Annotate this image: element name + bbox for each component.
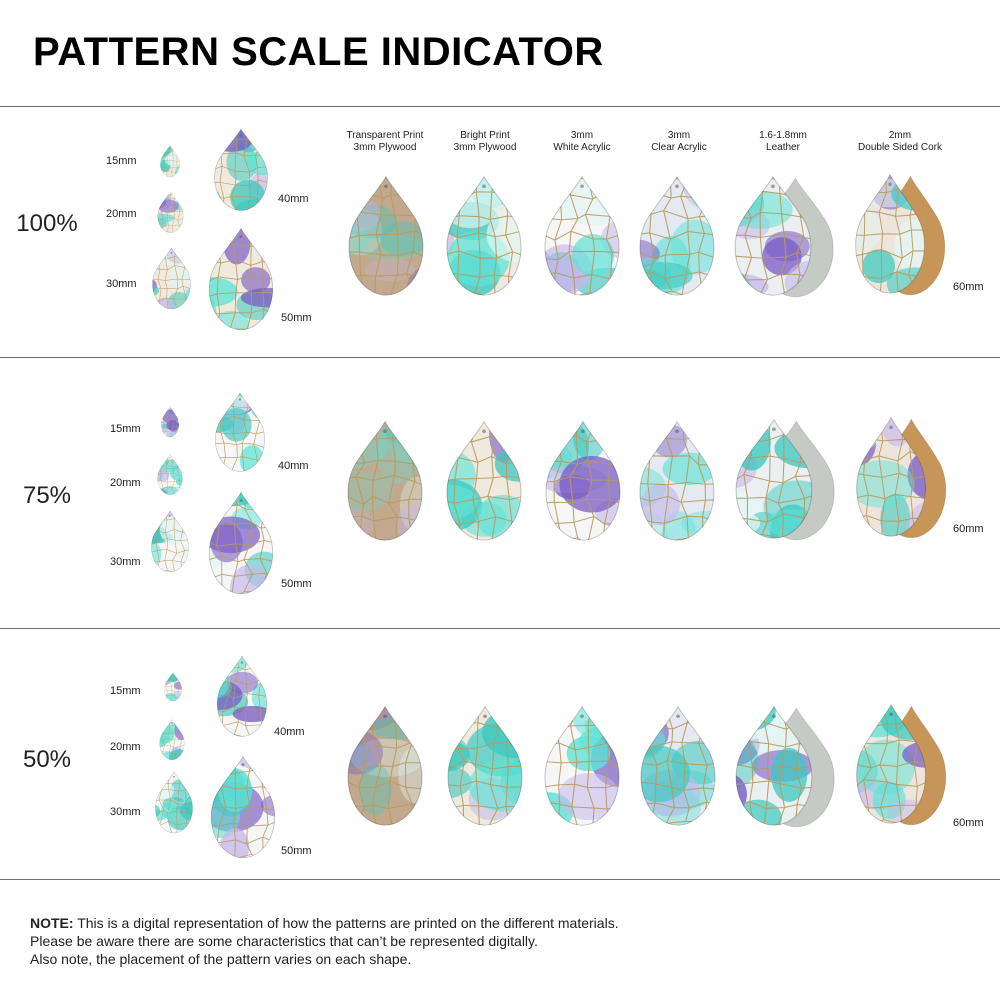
teardrop-50mm [205, 491, 277, 597]
size-label-30mm: 30mm [110, 556, 141, 568]
size-label-20mm: 20mm [106, 208, 137, 220]
teardrop-50mm [205, 227, 277, 333]
note-prefix: NOTE: [30, 915, 74, 931]
note-line-3: Also note, the placement of the pattern … [30, 951, 412, 967]
scale-label: 50% [22, 746, 72, 773]
material-label-white-acrylic: 3mm White Acrylic [553, 130, 611, 153]
divider-bottom [0, 879, 1000, 880]
teardrop-60mm-white-acrylic [540, 175, 624, 299]
teardrop-60mm-transparent-plywood [343, 705, 427, 829]
teardrop-40mm [211, 128, 271, 213]
teardrop-60mm-white-acrylic [540, 705, 624, 829]
teardrop-30mm [150, 247, 193, 311]
material-label-clear-acrylic: 3mm Clear Acrylic [651, 130, 707, 153]
size-label-40mm: 40mm [274, 726, 305, 738]
teardrop-60mm-clear-acrylic [635, 420, 719, 544]
size-label-20mm: 20mm [110, 741, 141, 753]
size-label-15mm: 15mm [110, 685, 141, 697]
scale-label: 100% [16, 210, 78, 237]
teardrop-60mm-bright-plywood [442, 420, 526, 544]
teardrop-60mm-white-acrylic [541, 420, 625, 544]
size-label-50mm: 50mm [281, 578, 312, 590]
material-label-bright-plywood: Bright Print 3mm Plywood [453, 130, 517, 153]
teardrop-40mm [212, 392, 268, 474]
teardrop-60mm-leather [731, 705, 841, 829]
size-label-30mm: 30mm [106, 278, 137, 290]
section-100-percent: 100% 15mm 20mm 30mm 40mm 50mm 60mm [0, 107, 1000, 357]
size-label-40mm: 40mm [278, 460, 309, 472]
teardrop-60mm-cork [851, 173, 951, 297]
size-label-50mm: 50mm [281, 845, 312, 857]
teardrop-60mm-cork [852, 703, 952, 827]
teardrop-30mm [149, 510, 191, 574]
size-label-60mm: 60mm [953, 523, 984, 535]
size-label-60mm: 60mm [953, 817, 984, 829]
teardrop-20mm [158, 719, 186, 761]
size-label-60mm: 60mm [953, 281, 984, 293]
note-line-2: Please be aware there are some character… [30, 933, 538, 949]
teardrop-60mm-bright-plywood [443, 705, 527, 829]
size-label-15mm: 15mm [106, 155, 137, 167]
material-label-leather: 1.6-1.8mm Leather [759, 130, 807, 153]
teardrop-30mm [153, 771, 195, 835]
divider-middle-1 [0, 357, 1000, 358]
teardrop-15mm [163, 672, 183, 702]
divider-top [0, 106, 1000, 107]
teardrop-60mm-clear-acrylic [635, 175, 719, 299]
teardrop-15mm [159, 145, 181, 178]
teardrop-60mm-cork [852, 416, 952, 540]
section-50-percent: 50% 15mm 20mm 30mm 40mm 50mm 60mm [0, 629, 1000, 879]
teardrop-60mm-leather [731, 418, 841, 542]
teardrop-40mm [214, 655, 270, 739]
material-label-transparent-plywood: Transparent Print 3mm Plywood [346, 130, 424, 153]
size-label-20mm: 20mm [110, 477, 141, 489]
divider-middle-2 [0, 628, 1000, 629]
material-label-cork: 2mm Double Sided Cork [858, 130, 942, 153]
size-label-50mm: 50mm [281, 312, 312, 324]
teardrop-60mm-transparent-plywood [343, 420, 427, 544]
size-label-30mm: 30mm [110, 806, 141, 818]
teardrop-20mm [156, 191, 185, 234]
page-title: PATTERN SCALE INDICATOR [33, 30, 604, 74]
teardrop-20mm [156, 454, 184, 496]
size-label-40mm: 40mm [278, 193, 309, 205]
section-75-percent: 75% 15mm 20mm 30mm 40mm 50mm 60mm [0, 358, 1000, 608]
teardrop-15mm [160, 406, 180, 438]
note-text: NOTE: This is a digital representation o… [30, 914, 930, 968]
note-line-1: This is a digital representation of how … [73, 915, 619, 931]
scale-label: 75% [22, 482, 72, 509]
teardrop-60mm-leather [730, 175, 840, 299]
teardrop-50mm [207, 755, 279, 861]
teardrop-60mm-clear-acrylic [636, 705, 720, 829]
size-label-15mm: 15mm [110, 423, 141, 435]
teardrop-60mm-bright-plywood [442, 175, 526, 299]
teardrop-60mm-transparent-plywood [344, 175, 428, 299]
